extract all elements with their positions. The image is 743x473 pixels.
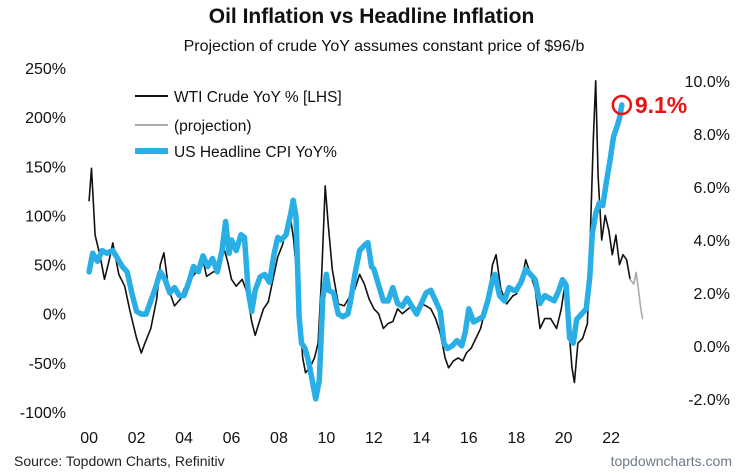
right-tick-label: 0.0% [694, 339, 730, 356]
left-tick-label: 200% [25, 110, 66, 127]
right-axis: -2.0% 0.0% 2.0% 4.0% 6.0% 8.0% 10.0% [685, 74, 730, 409]
left-axis: -100% -50% 0% 50% 100% 150% 200% 250% [20, 61, 66, 422]
series-line-projection [629, 271, 644, 320]
right-tick-label: 8.0% [694, 127, 730, 144]
legend-label-projection: (projection) [174, 118, 252, 135]
x-tick-label: 22 [602, 430, 620, 447]
left-tick-label: 150% [25, 159, 66, 176]
x-tick-label: 10 [318, 430, 336, 447]
x-tick-label: 04 [175, 430, 193, 447]
x-axis: 00 02 04 06 08 10 12 14 16 18 20 22 [80, 430, 620, 447]
x-tick-label: 02 [128, 430, 146, 447]
x-tick-label: 12 [365, 430, 383, 447]
brand-watermark: topdowncharts.com [611, 453, 732, 469]
callout-label: 9.1% [635, 92, 687, 118]
x-tick-label: 18 [507, 430, 525, 447]
left-tick-label: -100% [20, 405, 66, 422]
left-tick-label: 0% [43, 307, 66, 324]
x-tick-label: 20 [555, 430, 573, 447]
callout-annotation: 9.1% [611, 92, 687, 118]
chart-subtitle: Projection of crude YoY assumes constant… [184, 38, 585, 55]
legend-label-cpi: US Headline CPI YoY% [174, 144, 337, 161]
legend-label-wti: WTI Crude YoY % [LHS] [174, 89, 342, 106]
x-tick-label: 06 [223, 430, 241, 447]
right-tick-label: 2.0% [694, 286, 730, 303]
x-tick-label: 08 [270, 430, 288, 447]
series-layer [86, 80, 644, 402]
right-tick-label: -2.0% [688, 392, 730, 409]
x-tick-label: 00 [80, 430, 98, 447]
left-tick-label: 50% [34, 258, 66, 275]
callout-circle [611, 94, 633, 116]
chart-title: Oil Inflation vs Headline Inflation [209, 5, 535, 28]
series-line-wti-crude [88, 80, 631, 384]
series-line-cpi [86, 102, 625, 402]
legend: WTI Crude YoY % [LHS] (projection) US He… [135, 89, 342, 161]
x-tick-label: 14 [412, 430, 430, 447]
x-tick-label: 16 [460, 430, 478, 447]
left-tick-label: 100% [25, 208, 66, 225]
source-note: Source: Topdown Charts, Refinitiv [14, 453, 225, 469]
right-tick-label: 10.0% [685, 74, 730, 91]
left-tick-label: 250% [25, 61, 66, 78]
right-tick-label: 4.0% [694, 233, 730, 250]
left-tick-label: -50% [29, 356, 66, 373]
right-tick-label: 6.0% [694, 180, 730, 197]
